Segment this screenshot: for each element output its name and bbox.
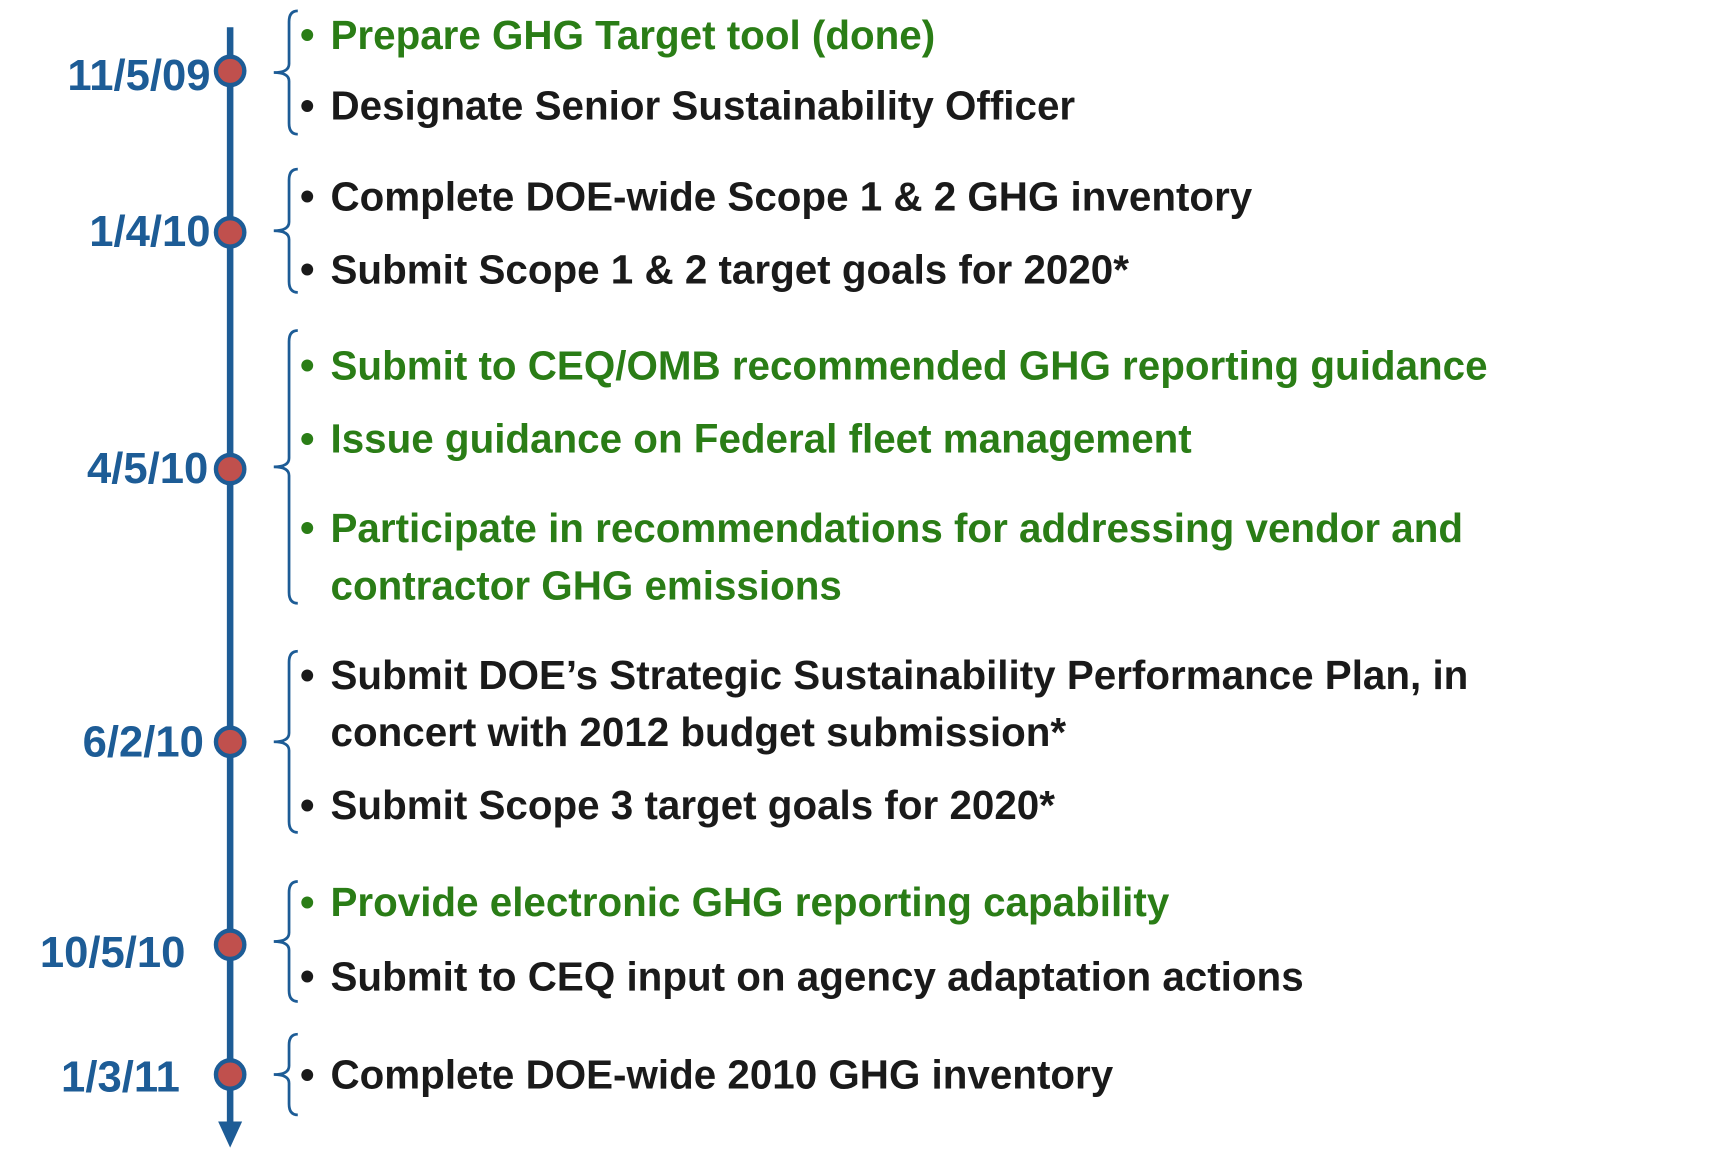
milestone-item: Complete DOE-wide 2010 GHG inventory bbox=[331, 1051, 1114, 1097]
milestone-item: contractor GHG emissions bbox=[331, 563, 842, 609]
milestone-dot bbox=[213, 725, 247, 759]
bullet: • bbox=[300, 342, 315, 389]
milestone-dot bbox=[213, 452, 247, 486]
milestone-item: Issue guidance on Federal fleet manageme… bbox=[331, 415, 1192, 461]
milestone-item: Provide electronic GHG reporting capabil… bbox=[331, 879, 1170, 925]
bullet: • bbox=[300, 1051, 315, 1098]
bullet: • bbox=[300, 781, 315, 828]
milestone-item: Submit to CEQ input on agency adaptation… bbox=[331, 953, 1304, 999]
milestone-item: Prepare GHG Target tool (done) bbox=[331, 12, 936, 58]
milestone-item: Complete DOE-wide Scope 1 & 2 GHG invent… bbox=[331, 173, 1253, 219]
bullet: • bbox=[300, 173, 315, 220]
milestone-dot bbox=[213, 1058, 247, 1091]
milestone-item: Submit Scope 3 target goals for 2020* bbox=[331, 782, 1056, 828]
milestone-item: Participate in recommendations for addre… bbox=[331, 505, 1464, 551]
milestone-item: Submit DOE’s Strategic Sustainability Pe… bbox=[331, 652, 1469, 698]
milestone-item: Submit to CEQ/OMB recommended GHG report… bbox=[331, 342, 1488, 388]
brace bbox=[273, 1032, 298, 1117]
bullet: • bbox=[300, 11, 315, 58]
milestone-item: Designate Senior Sustainability Officer bbox=[331, 83, 1076, 129]
milestone-date: 1/3/11 bbox=[61, 1054, 180, 1102]
milestone-date: 4/5/10 bbox=[87, 445, 208, 493]
milestone-dot bbox=[213, 216, 247, 249]
bullet: • bbox=[300, 504, 315, 551]
bullet: • bbox=[300, 953, 315, 1000]
bullet: • bbox=[300, 651, 315, 698]
bullet: • bbox=[300, 246, 315, 293]
milestone-item: concert with 2012 budget submission* bbox=[331, 709, 1067, 755]
bullet: • bbox=[300, 415, 315, 462]
brace bbox=[273, 649, 298, 834]
milestone-dot bbox=[213, 928, 247, 962]
bullet: • bbox=[300, 82, 315, 129]
milestone-date: 11/5/09 bbox=[67, 52, 210, 100]
bullet: • bbox=[300, 878, 315, 925]
milestone-date: 6/2/10 bbox=[83, 719, 204, 767]
milestone-dot bbox=[213, 54, 247, 88]
brace bbox=[273, 880, 298, 1003]
milestone-date: 1/4/10 bbox=[89, 208, 210, 256]
brace bbox=[273, 329, 298, 605]
brace bbox=[273, 167, 298, 294]
timeline-arrow bbox=[218, 1121, 243, 1148]
milestone-item: Submit Scope 1 & 2 target goals for 2020… bbox=[331, 246, 1130, 292]
brace bbox=[273, 9, 298, 136]
milestone-date: 10/5/10 bbox=[40, 929, 186, 977]
